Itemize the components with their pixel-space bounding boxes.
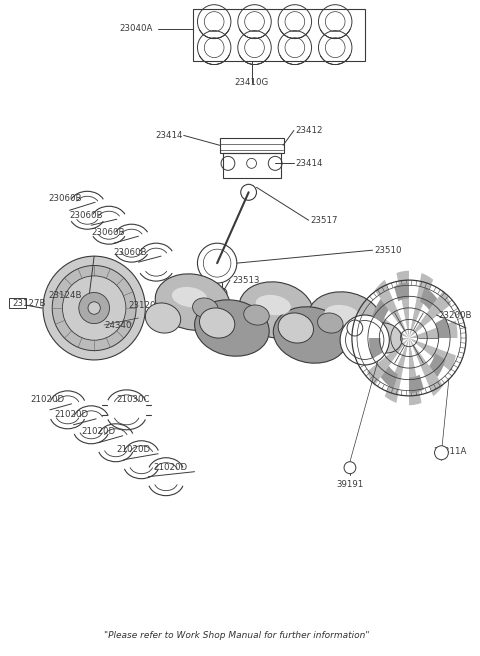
Wedge shape xyxy=(375,279,409,338)
Ellipse shape xyxy=(344,462,356,474)
Wedge shape xyxy=(409,321,457,338)
Text: 23124B: 23124B xyxy=(48,291,82,300)
Wedge shape xyxy=(369,338,383,359)
Ellipse shape xyxy=(155,274,230,330)
Text: 23040A: 23040A xyxy=(120,24,153,33)
Wedge shape xyxy=(429,354,446,377)
Ellipse shape xyxy=(308,292,382,348)
Ellipse shape xyxy=(200,308,235,338)
Text: 21020D: 21020D xyxy=(55,410,89,419)
Ellipse shape xyxy=(194,300,269,356)
Text: 23060B: 23060B xyxy=(48,194,82,203)
Text: 23200B: 23200B xyxy=(439,310,472,319)
Ellipse shape xyxy=(79,293,109,323)
Text: "Please refer to Work Shop Manual for further information": "Please refer to Work Shop Manual for fu… xyxy=(104,631,370,640)
Text: 23414: 23414 xyxy=(296,159,324,168)
Ellipse shape xyxy=(239,282,313,338)
Ellipse shape xyxy=(367,323,402,353)
Ellipse shape xyxy=(340,315,389,365)
Text: 24340: 24340 xyxy=(104,321,132,329)
Text: 23517: 23517 xyxy=(311,216,338,225)
Wedge shape xyxy=(409,273,433,338)
Wedge shape xyxy=(409,338,456,371)
Text: 21030C: 21030C xyxy=(117,396,150,404)
Bar xyxy=(9,298,26,308)
Wedge shape xyxy=(360,338,409,356)
Wedge shape xyxy=(367,338,409,386)
Ellipse shape xyxy=(52,266,136,350)
Wedge shape xyxy=(409,338,443,396)
Ellipse shape xyxy=(145,303,180,333)
Ellipse shape xyxy=(88,302,100,314)
Ellipse shape xyxy=(255,295,291,316)
Text: 21020D: 21020D xyxy=(153,463,187,472)
Ellipse shape xyxy=(244,305,269,325)
Ellipse shape xyxy=(346,321,384,359)
Wedge shape xyxy=(385,338,409,403)
Wedge shape xyxy=(409,375,424,394)
Ellipse shape xyxy=(317,313,343,333)
Text: 23060B: 23060B xyxy=(70,211,103,220)
Bar xyxy=(192,9,365,60)
Wedge shape xyxy=(372,299,389,323)
Text: 23127B: 23127B xyxy=(12,298,46,308)
Text: 21020D: 21020D xyxy=(30,396,64,404)
Text: 39190A: 39190A xyxy=(358,335,391,344)
Wedge shape xyxy=(435,318,449,338)
Text: 23414: 23414 xyxy=(155,131,183,140)
Wedge shape xyxy=(409,338,421,405)
Wedge shape xyxy=(381,366,398,389)
Text: 21020D: 21020D xyxy=(82,427,116,436)
Bar xyxy=(156,303,170,312)
Text: 23510: 23510 xyxy=(374,245,402,255)
Ellipse shape xyxy=(192,298,218,318)
Bar xyxy=(223,154,281,178)
Bar xyxy=(220,138,284,154)
Text: 23125: 23125 xyxy=(195,294,223,302)
Ellipse shape xyxy=(347,320,383,350)
Wedge shape xyxy=(420,287,437,310)
Ellipse shape xyxy=(62,276,126,340)
Wedge shape xyxy=(362,304,409,338)
Text: 39191: 39191 xyxy=(336,480,363,489)
Ellipse shape xyxy=(172,287,207,307)
Wedge shape xyxy=(394,283,409,301)
Ellipse shape xyxy=(43,256,145,360)
Ellipse shape xyxy=(324,305,360,325)
Text: 23412: 23412 xyxy=(296,126,324,135)
Text: 21020D: 21020D xyxy=(117,445,151,454)
Text: 23410G: 23410G xyxy=(234,78,269,87)
Text: 23060B: 23060B xyxy=(114,248,147,256)
Ellipse shape xyxy=(434,445,448,460)
Text: 23111: 23111 xyxy=(271,306,299,314)
Ellipse shape xyxy=(347,320,363,336)
Text: 11304B: 11304B xyxy=(335,323,369,333)
Wedge shape xyxy=(396,271,409,338)
Wedge shape xyxy=(409,291,451,338)
Ellipse shape xyxy=(278,313,313,343)
Text: 23311A: 23311A xyxy=(433,447,467,456)
Text: 23120: 23120 xyxy=(129,300,156,310)
Text: 23513: 23513 xyxy=(232,276,259,285)
Ellipse shape xyxy=(273,307,348,363)
Text: 23060B: 23060B xyxy=(91,228,125,237)
